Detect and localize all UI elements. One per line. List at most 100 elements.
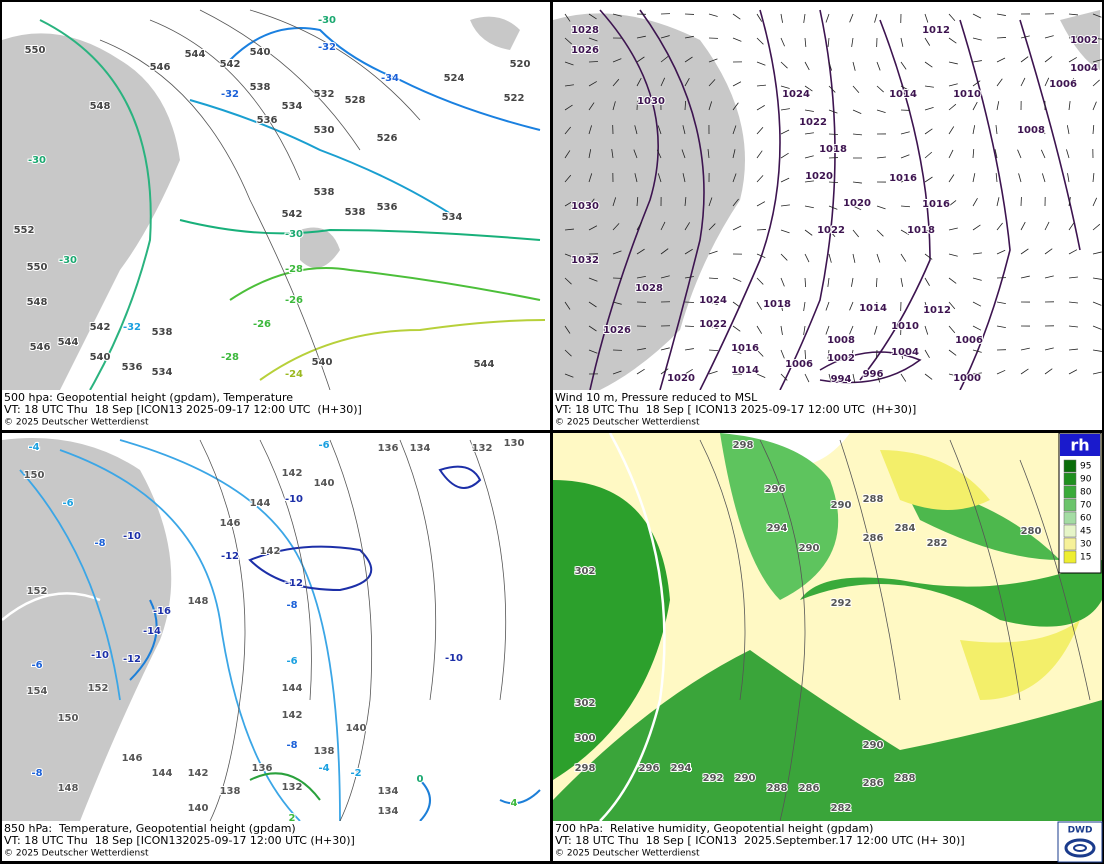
contour-label: 542 — [90, 322, 111, 333]
wind-barb — [1068, 369, 1078, 375]
wind-barb — [1068, 78, 1075, 87]
wind-barb — [972, 349, 982, 353]
wind-barb — [1068, 301, 1078, 304]
wind-barb — [972, 372, 982, 375]
contour-label: 538 — [250, 82, 271, 93]
wind-barb — [803, 301, 806, 311]
wind-barb — [875, 349, 878, 360]
contour-label: 532 — [314, 89, 335, 100]
contour-label: 546 — [150, 62, 171, 73]
wind-barb — [803, 325, 806, 335]
wind-barb — [828, 253, 832, 263]
legend-swatch — [1063, 537, 1077, 551]
contour-label: 1032 — [571, 255, 599, 266]
wind-barb — [876, 85, 884, 93]
wind-barb — [564, 349, 572, 357]
wind-barb — [708, 277, 719, 280]
wind-barb — [852, 181, 862, 184]
wind-barb — [588, 125, 592, 135]
wind-barb — [656, 149, 662, 159]
legend-label: 30 — [1080, 540, 1092, 550]
contour-label: 1024 — [782, 89, 810, 100]
wind-barb — [732, 349, 742, 354]
contour-label: 544 — [185, 49, 206, 60]
wind-barb — [948, 126, 955, 135]
wind-barb — [684, 248, 693, 255]
contour-label: 136 — [252, 763, 273, 774]
wind-barb — [1020, 56, 1029, 63]
wind-barb — [1068, 57, 1077, 63]
wind-barb — [612, 13, 622, 17]
contour-label: 536 — [122, 362, 143, 373]
wind-barb — [588, 61, 599, 63]
wind-barb — [588, 277, 598, 282]
wind-barb — [900, 349, 903, 359]
wind-barb — [924, 229, 934, 232]
wind-barb — [876, 205, 886, 210]
contour-label: 536 — [377, 202, 398, 213]
wind-barb — [756, 61, 766, 66]
wind-barb — [972, 101, 978, 111]
wind-barb — [564, 61, 574, 66]
wind-barb — [780, 13, 783, 23]
wind-barb — [660, 275, 670, 279]
wind-barb — [684, 77, 690, 87]
contour-label: 134 — [378, 786, 399, 797]
contour-label: 150 — [58, 713, 79, 724]
contour-label: 1018 — [907, 225, 935, 236]
contour-label: 150 — [24, 470, 45, 481]
contour-label: 140 — [188, 803, 209, 814]
wind-barb — [948, 373, 958, 377]
wind-barb — [948, 149, 954, 159]
wind-barb — [780, 177, 790, 183]
wind-barb — [564, 253, 574, 258]
contour-label: 282 — [831, 803, 852, 814]
contour-label: 1018 — [819, 144, 847, 155]
wind-barb — [636, 222, 642, 231]
contour-label: 296 — [639, 763, 660, 774]
wind-barb — [1066, 125, 1070, 135]
wind-barb — [1068, 197, 1071, 207]
wind-barb — [756, 229, 767, 231]
contour-label: 134 — [378, 806, 399, 817]
contour-label: 548 — [27, 297, 48, 308]
wind-barb — [756, 13, 763, 22]
wind-barb — [708, 250, 718, 255]
wind-barb — [660, 56, 669, 63]
wind-barb — [756, 301, 763, 310]
wind-barb — [804, 373, 810, 383]
contour-label: 280 — [1021, 526, 1042, 537]
wind-barb — [874, 13, 878, 23]
wind-barb — [924, 106, 934, 111]
wind-barb — [564, 325, 571, 334]
wind-barb — [1044, 221, 1050, 231]
wind-barb — [612, 223, 620, 231]
contour-label: 1022 — [817, 225, 845, 236]
wind-barb — [564, 150, 571, 159]
contour-label: 1004 — [891, 347, 919, 358]
contour-label: 140 — [346, 723, 367, 734]
wind-barb — [874, 325, 878, 335]
caption-box — [2, 821, 550, 861]
map-700hpa — [553, 433, 1102, 821]
wind-barb — [825, 325, 830, 335]
contour-label: -6 — [286, 656, 297, 667]
contour-label: -12 — [221, 551, 239, 562]
wind-barb — [612, 58, 622, 63]
contour-label: 302 — [575, 566, 596, 577]
wind-barb — [852, 373, 856, 383]
wind-barb — [972, 224, 981, 231]
contour-label: 1018 — [763, 299, 791, 310]
wind-barb — [852, 253, 856, 263]
caption-valid: VT: 18 UTC Thu 18 Sep [ICON132025-09-17 … — [4, 834, 355, 847]
contour-label: 144 — [282, 683, 303, 694]
wind-barb — [948, 174, 955, 183]
wind-barb — [564, 373, 574, 378]
contour-label: 284 — [895, 523, 916, 534]
wind-barb — [924, 151, 933, 159]
contour-label: 1008 — [1017, 125, 1045, 136]
contour-label: 1030 — [571, 201, 599, 212]
wind-barb — [657, 173, 662, 183]
wind-barb — [636, 368, 645, 375]
wind-barb — [681, 149, 686, 159]
